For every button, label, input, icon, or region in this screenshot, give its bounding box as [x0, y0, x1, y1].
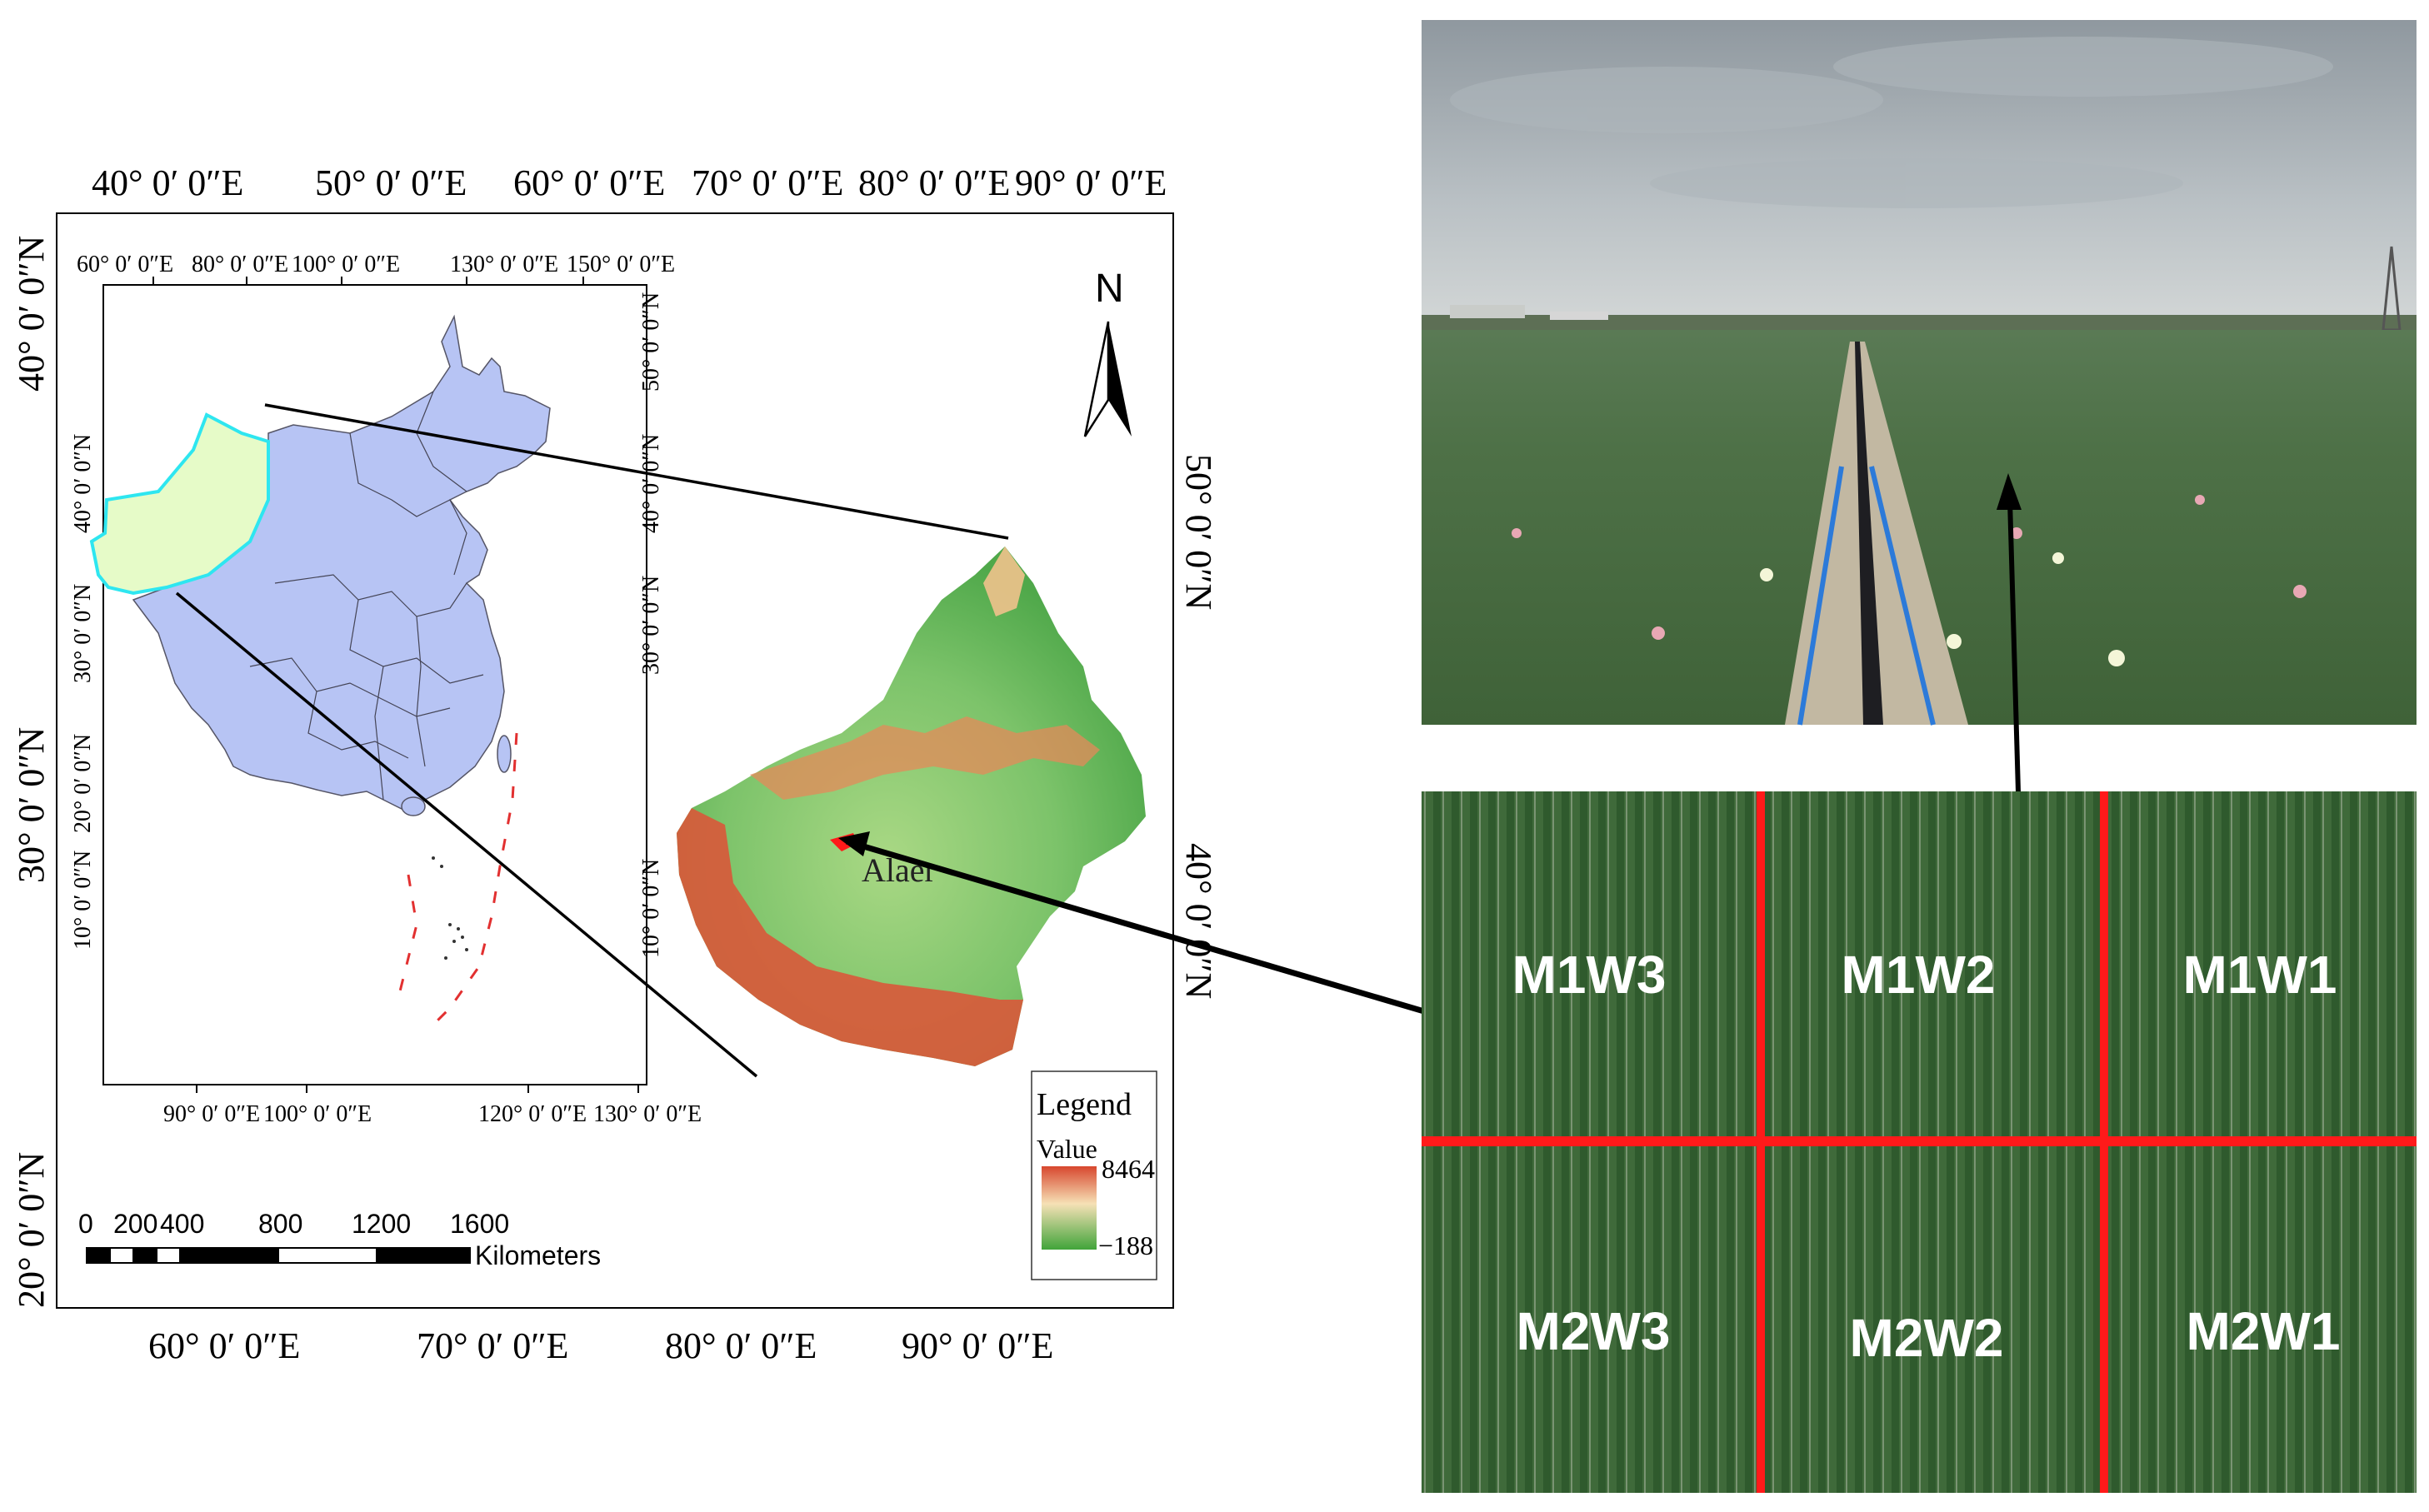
plot-label-m2w2: M2W2: [1850, 1308, 2004, 1368]
plot-dividers: [1422, 791, 2417, 1493]
scale-bar-unit: Kilometers: [475, 1240, 601, 1270]
inset-top-lon-label: 80° 0′ 0″E: [192, 252, 288, 277]
plot-label-m1w3: M1W3: [1512, 945, 1667, 1005]
outer-bottom-lon-labels: 60° 0′ 0″E 70° 0′ 0″E 80° 0′ 0″E 90° 0′ …: [148, 1325, 1053, 1366]
inset-left-lat-label: 20° 0′ 0″N: [70, 734, 96, 833]
xinjiang-dem-shape: [677, 546, 1146, 1066]
inset-bottom-lon-label: 90° 0′ 0″E: [163, 1101, 260, 1127]
plot-labels: M1W3 M1W2 M1W1 M2W3 M2W2 M2W1: [1512, 945, 2341, 1368]
inset-right-lat-label: 10° 0′ 0″N: [638, 859, 664, 958]
inset-right-lat-label: 40° 0′ 0″N: [638, 434, 664, 533]
plot-label-m1w1: M1W1: [2183, 945, 2337, 1005]
plot-aerial-image: M1W3 M1W2 M1W1 M2W3 M2W2 M2W1: [1422, 791, 2417, 1493]
inset-top-lon-label: 130° 0′ 0″E: [450, 252, 558, 277]
outer-bottom-lon-label: 60° 0′ 0″E: [148, 1325, 300, 1366]
scale-bar: 0 200 400 800 1200 1600 Kilometers: [78, 1209, 601, 1270]
plot-label-m2w1: M2W1: [2187, 1301, 2341, 1361]
inset-top-lon-labels: 60° 0′ 0″E 80° 0′ 0″E 100° 0′ 0″E 130° 0…: [77, 252, 675, 277]
outer-right-lat-label: 50° 0′ 0″N: [1178, 454, 1219, 610]
outer-top-lon-label: 90° 0′ 0″E: [1015, 162, 1167, 203]
inset-top-lon-label: 60° 0′ 0″E: [77, 252, 173, 277]
outer-right-lat-labels: 50° 0′ 0″N 40° 0′ 0″N: [1178, 454, 1219, 999]
inset-bottom-lon-label: 100° 0′ 0″E: [263, 1101, 372, 1127]
scale-tick: 0: [78, 1209, 93, 1239]
province-boundaries: [249, 391, 484, 801]
scale-bar-segments: [86, 1247, 471, 1264]
inset-bottom-lon-labels: 90° 0′ 0″E 100° 0′ 0″E 120° 0′ 0″E 130° …: [163, 1101, 702, 1127]
inset-bottom-lon-label: 120° 0′ 0″E: [478, 1101, 587, 1127]
field-photo-path: [1785, 342, 1968, 725]
outer-bottom-lon-label: 90° 0′ 0″E: [902, 1325, 1053, 1366]
inset-map: 60° 0′ 0″E 80° 0′ 0″E 100° 0′ 0″E 130° 0…: [70, 252, 702, 1127]
outer-top-lon-label: 40° 0′ 0″E: [92, 162, 243, 203]
outer-left-lat-label: 30° 0′ 0″N: [11, 727, 52, 883]
tianshan-mountains: [750, 716, 1100, 800]
kunlun-mountains: [677, 808, 1023, 1066]
altai-mountains: [983, 546, 1025, 616]
outer-bottom-lon-label: 70° 0′ 0″E: [417, 1325, 568, 1366]
outer-top-lon-label: 60° 0′ 0″E: [513, 162, 665, 203]
plot-label-m1w2: M1W2: [1842, 945, 1996, 1005]
taiwan-island: [497, 735, 512, 773]
inset-leader-lines: [175, 403, 1009, 1078]
outer-left-lat-label: 40° 0′ 0″N: [11, 236, 52, 392]
inset-top-lon-label: 150° 0′ 0″E: [567, 252, 675, 277]
outer-top-lon-label: 80° 0′ 0″E: [858, 162, 1010, 203]
scale-tick: 1200: [352, 1209, 411, 1239]
inset-top-lon-label: 100° 0′ 0″E: [292, 252, 400, 277]
map-panel: 40° 0′ 0″E 50° 0′ 0″E 60° 0′ 0″E 70° 0′ …: [11, 162, 1640, 1366]
scale-tick: 400: [160, 1209, 204, 1239]
legend-max-value: 8464: [1102, 1154, 1155, 1184]
legend-color-ramp: [1042, 1166, 1097, 1250]
south-china-sea-boundary: [398, 732, 518, 1026]
inset-right-lat-label: 30° 0′ 0″N: [638, 576, 664, 675]
legend-min-value: −188: [1098, 1230, 1153, 1260]
inset-frame-ticks: [152, 277, 639, 1093]
inset-left-lat-label: 30° 0′ 0″N: [70, 584, 96, 683]
xinjiang-dem: Alaer: [677, 546, 1146, 1066]
outer-left-lat-labels: 40° 0′ 0″N 30° 0′ 0″N 20° 0′ 0″N: [11, 236, 52, 1308]
china-mainland-shape: [132, 314, 551, 813]
scale-tick: 1600: [450, 1209, 509, 1239]
outer-top-lon-labels: 40° 0′ 0″E 50° 0′ 0″E 60° 0′ 0″E 70° 0′ …: [92, 162, 1167, 203]
inset-left-lat-label: 40° 0′ 0″N: [70, 434, 96, 533]
scale-tick: 800: [258, 1209, 302, 1239]
outer-top-lon-label: 50° 0′ 0″E: [315, 162, 467, 203]
scale-bar-ticks: 0 200 400 800 1200 1600: [78, 1209, 509, 1239]
legend-title: Legend: [1037, 1087, 1132, 1122]
scale-tick: 200: [113, 1209, 157, 1239]
outer-right-lat-label: 40° 0′ 0″N: [1178, 843, 1219, 999]
inset-left-lat-labels: 40° 0′ 0″N 30° 0′ 0″N 20° 0′ 0″N 10° 0′ …: [70, 434, 96, 950]
north-arrow: N: [1083, 267, 1132, 437]
outer-top-lon-label: 70° 0′ 0″E: [692, 162, 843, 203]
outer-left-lat-label: 20° 0′ 0″N: [11, 1152, 52, 1308]
outer-bottom-lon-label: 80° 0′ 0″E: [665, 1325, 817, 1366]
legend-subtitle: Value: [1037, 1134, 1097, 1164]
south-china-sea-islands: [432, 856, 468, 960]
legend: Legend Value 8464 −188: [1031, 1070, 1157, 1280]
field-photo: [1422, 20, 2417, 726]
north-arrow-label: N: [1095, 267, 1124, 311]
inset-right-lat-label: 50° 0′ 0″N: [638, 292, 664, 392]
inset-right-lat-labels: 50° 0′ 0″N 40° 0′ 0″N 30° 0′ 0″N 10° 0′ …: [638, 292, 664, 958]
plot-label-m2w3: M2W3: [1517, 1301, 1671, 1361]
inset-left-lat-label: 10° 0′ 0″N: [70, 851, 96, 950]
inset-bottom-lon-label: 130° 0′ 0″E: [593, 1101, 702, 1127]
xinjiang-highlight: [89, 412, 270, 596]
hainan-island: [401, 796, 426, 816]
